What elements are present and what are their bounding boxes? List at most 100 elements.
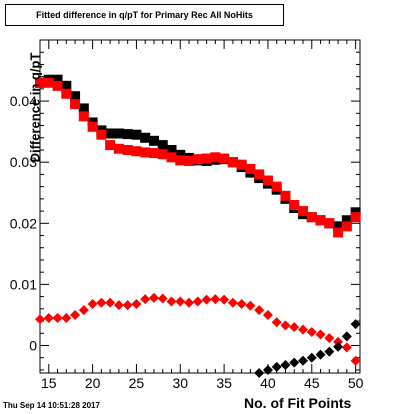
data-point-diamond [96, 297, 107, 308]
data-point-square [140, 147, 151, 158]
data-point-square [148, 148, 159, 159]
data-point-square [289, 199, 300, 210]
data-point-square [280, 190, 291, 201]
data-point-diamond [315, 329, 326, 340]
x-tick-label: 50 [348, 375, 364, 391]
x-tick-label: 45 [304, 375, 320, 391]
data-point-diamond [131, 298, 142, 309]
x-axis-label: No. of Fit Points [244, 395, 352, 411]
data-point-diamond [289, 322, 300, 333]
data-point-square [113, 128, 124, 139]
data-point-square [350, 212, 361, 223]
data-point-diamond [210, 294, 221, 305]
data-point-diamond [70, 309, 81, 320]
data-point-diamond [105, 297, 116, 308]
data-point-square [271, 181, 282, 192]
data-point-diamond [157, 293, 168, 304]
data-point-diamond [78, 305, 89, 316]
data-point-square [131, 129, 142, 140]
data-point-diamond [341, 331, 352, 342]
data-point-square [61, 80, 72, 91]
data-point-square [70, 99, 81, 110]
data-point-square [166, 144, 177, 155]
y-axis-label: Difference in q/pT [27, 52, 43, 163]
data-point-square [140, 132, 151, 143]
timestamp: Thu Sep 14 10:51:28 2017 [3, 401, 100, 410]
data-point-square [113, 143, 124, 154]
data-point-square [157, 149, 168, 160]
data-point-diamond [175, 296, 186, 307]
data-point-square [131, 146, 142, 157]
data-point-square [341, 215, 352, 226]
x-tick-label: 40 [260, 375, 276, 391]
data-point-diamond [148, 292, 159, 303]
data-point-square [70, 91, 81, 102]
data-point-square [245, 163, 256, 174]
data-point-square [324, 218, 335, 229]
data-point-diamond [289, 357, 300, 368]
data-point-square [87, 121, 98, 132]
data-point-diamond [350, 355, 361, 366]
y-tick-label: 0.03 [10, 154, 37, 170]
data-point-square [227, 157, 238, 168]
y-tick-label: 0.01 [10, 276, 37, 292]
data-point-diamond [122, 300, 133, 311]
data-point-square [184, 155, 195, 166]
data-point-diamond [245, 300, 256, 311]
data-point-square [78, 111, 89, 122]
data-point-square [175, 155, 186, 166]
data-point-diamond [306, 352, 317, 363]
data-point-square [236, 159, 247, 170]
data-point-square [175, 149, 186, 160]
data-point-diamond [271, 361, 282, 372]
data-point-diamond [350, 319, 361, 330]
data-point-diamond [306, 327, 317, 338]
data-point-diamond [280, 320, 291, 331]
x-tick-label: 15 [41, 375, 57, 391]
data-point-diamond [166, 296, 177, 307]
data-point-square [254, 169, 265, 180]
data-point-diamond [262, 309, 273, 320]
data-point-diamond [201, 294, 212, 305]
y-tick-label: 0.02 [10, 215, 37, 231]
data-point-diamond [35, 314, 45, 325]
data-point-square [341, 221, 352, 232]
data-point-diamond [52, 313, 63, 324]
data-point-square [43, 77, 54, 88]
data-point-square [315, 215, 326, 226]
data-point-square [157, 140, 168, 151]
data-point-diamond [61, 313, 72, 324]
x-tick-label: 25 [129, 375, 145, 391]
chart-title-box: Fitted difference in q/pT for Primary Re… [5, 4, 284, 26]
data-point-diamond [271, 317, 282, 328]
data-point-square [96, 129, 107, 140]
data-point-square [333, 227, 344, 238]
chart-title: Fitted difference in q/pT for Primary Re… [36, 10, 253, 20]
x-tick-label: 20 [85, 375, 101, 391]
data-point-diamond [87, 298, 98, 309]
data-point-diamond [298, 355, 309, 366]
data-point-diamond [341, 342, 352, 353]
data-point-diamond [333, 341, 344, 352]
data-point-square [306, 212, 317, 223]
data-point-square [52, 80, 63, 91]
data-point-square [219, 153, 230, 164]
x-tick-label: 30 [172, 375, 188, 391]
plot-frame [39, 39, 361, 374]
data-point-diamond [219, 294, 230, 305]
data-point-square [192, 154, 203, 165]
data-point-square [201, 153, 212, 164]
data-point-diamond [184, 297, 195, 308]
x-tick-label: 35 [216, 375, 232, 391]
data-point-square [166, 152, 177, 163]
data-point-diamond [192, 296, 203, 307]
data-point-diamond [280, 360, 291, 371]
data-point-diamond [43, 313, 54, 324]
data-point-square [122, 129, 133, 140]
data-point-square [122, 144, 133, 155]
data-point-square [105, 128, 116, 139]
data-point-square [35, 77, 45, 88]
data-point-diamond [236, 298, 247, 309]
